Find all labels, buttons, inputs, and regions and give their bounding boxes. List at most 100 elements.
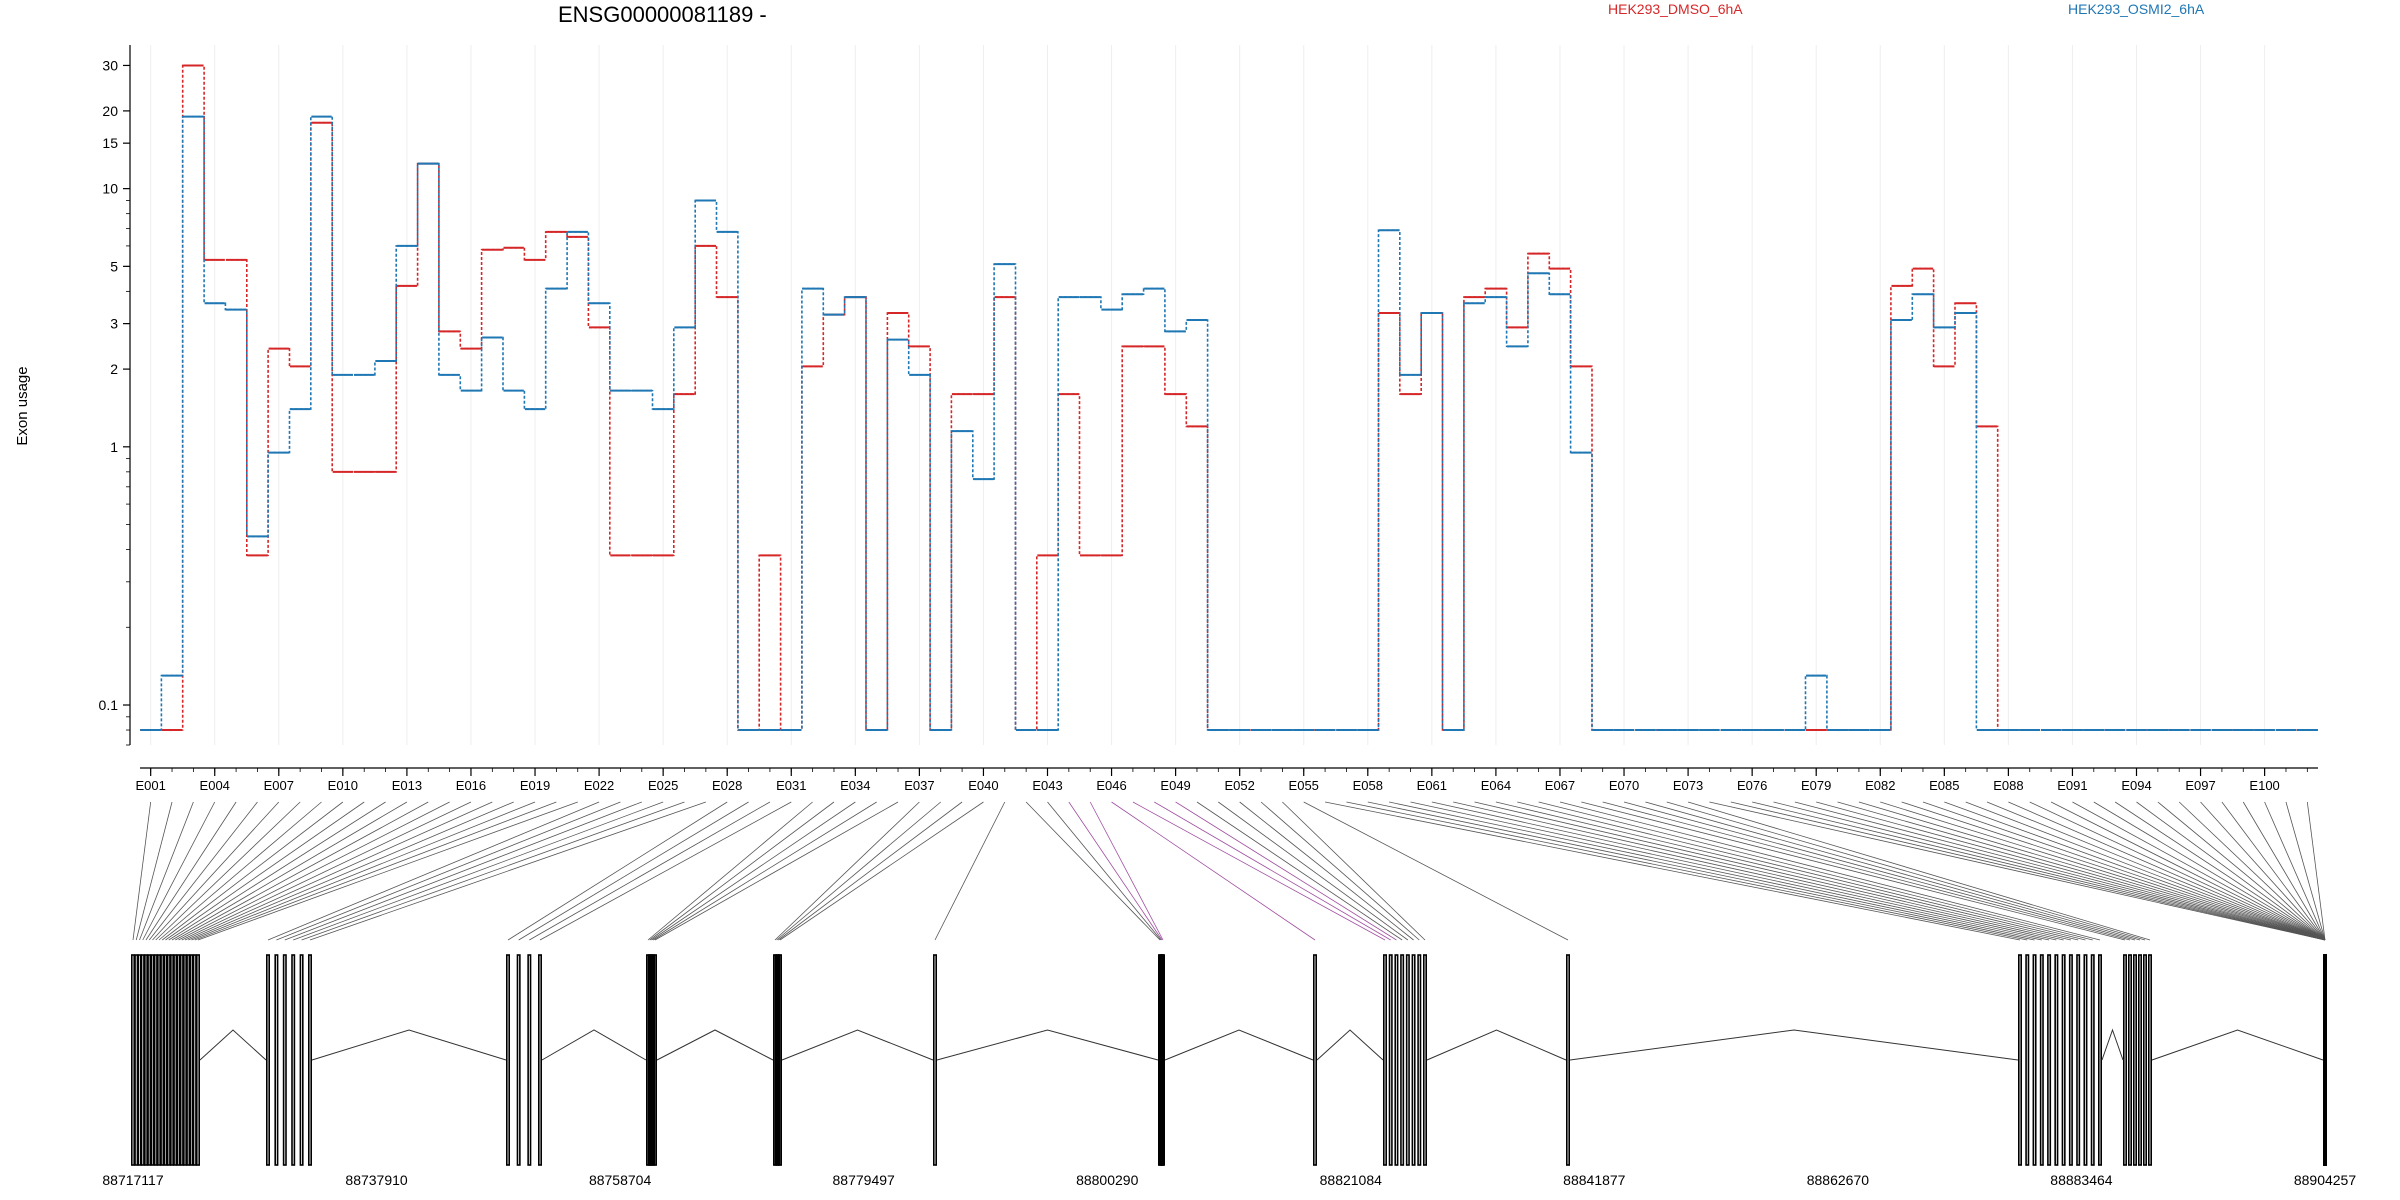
genomic-coord-label: 88758704	[589, 1172, 652, 1188]
exon-connector	[2050, 801, 2326, 941]
exon-block	[932, 954, 937, 1166]
exon-block	[192, 954, 197, 1166]
exon-connector	[2242, 801, 2326, 941]
exon-tick-label: E082	[1865, 778, 1895, 793]
exon-tick-label: E013	[392, 778, 422, 793]
exon-connector	[2306, 801, 2326, 941]
intron	[541, 1029, 647, 1061]
exon-block	[2323, 954, 2328, 1166]
intron	[199, 1029, 267, 1061]
exon-connector	[1645, 801, 2141, 941]
exon-connector	[539, 801, 792, 941]
exon-connector	[1346, 801, 2028, 941]
genomic-coord-label: 88779497	[833, 1172, 896, 1188]
exon-block	[2098, 954, 2103, 1166]
exon-connector	[168, 801, 386, 941]
exon-connector	[152, 801, 280, 941]
y-axis-label: Exon usage	[14, 366, 31, 445]
y-tick-label: 3	[110, 316, 118, 332]
exon-axis: E001 E004 E007 E010 E013 E016 E019 E022 E025 E028…	[135, 767, 2318, 793]
exon-connector	[197, 801, 578, 941]
exon-connector	[1111, 801, 1316, 941]
exon-connector	[2136, 801, 2326, 941]
exon-block	[2128, 954, 2133, 1166]
exon-tick-label: E076	[1737, 778, 1767, 793]
exon-block	[157, 954, 162, 1166]
exon-block	[170, 954, 175, 1166]
exon-block	[176, 954, 181, 1166]
exon-tick-label: E022	[584, 778, 614, 793]
y-tick-label: 1	[110, 439, 118, 455]
exon-tick-label: E055	[1289, 778, 1319, 793]
exon-block	[179, 954, 184, 1166]
exon-block	[291, 954, 296, 1166]
intron	[311, 1029, 507, 1061]
exon-block	[777, 954, 782, 1166]
exon-block	[652, 954, 657, 1166]
exon-tick-label: E073	[1673, 778, 1703, 793]
exon-connector	[1068, 801, 1163, 941]
exon-connector	[934, 801, 1006, 941]
genomic-coord-label: 88737910	[345, 1172, 408, 1188]
exon-block	[153, 954, 158, 1166]
exon-connector	[654, 801, 899, 941]
exon-block	[140, 954, 145, 1166]
exon-block	[1423, 954, 1428, 1166]
exon-block	[186, 954, 191, 1166]
y-tick-label: 2	[110, 361, 118, 377]
exon-tick-label: E007	[264, 778, 294, 793]
intron	[1316, 1029, 1384, 1061]
exon-block	[189, 954, 194, 1166]
exon-block	[1411, 954, 1416, 1166]
exon-connector	[649, 801, 835, 941]
exon-block	[527, 954, 532, 1166]
exon-block	[505, 954, 510, 1166]
exon-connector	[155, 801, 301, 941]
exon-tick-label: E049	[1160, 778, 1190, 793]
exon-tick-label: E091	[2057, 778, 2087, 793]
exon-connector	[1623, 801, 2136, 941]
exon-tick-label: E079	[1801, 778, 1831, 793]
exon-connector	[2178, 801, 2326, 941]
exon-connector	[507, 801, 728, 941]
exon-tick-label: E040	[968, 778, 998, 793]
exon-connector	[191, 801, 536, 941]
exon-connector	[1730, 801, 2326, 941]
exon-connector	[2200, 801, 2326, 941]
exon-block	[2039, 954, 2044, 1166]
exon-connector	[175, 801, 429, 941]
exon-block	[1417, 954, 1422, 1166]
exon-block	[166, 954, 171, 1166]
genomic-coord-label: 88841877	[1563, 1172, 1626, 1188]
exon-connector	[1773, 801, 2326, 941]
exon-connector	[132, 801, 152, 941]
exon-connector	[2093, 801, 2326, 941]
exon-connector	[1303, 801, 1569, 941]
intron	[1164, 1029, 1314, 1061]
exon-connector	[194, 801, 557, 941]
exon-block	[183, 954, 188, 1166]
exon-tick-label: E070	[1609, 778, 1639, 793]
exon-connector	[1474, 801, 2071, 941]
exon-block	[1161, 954, 1166, 1166]
exon-block	[147, 954, 152, 1166]
exon-connector	[1239, 801, 1414, 941]
exon-connector	[139, 801, 194, 941]
exon-connector	[1602, 801, 2131, 941]
exon-connector	[293, 801, 664, 941]
exon-connector	[1389, 801, 2042, 941]
chart-title: ENSG00000081189 -	[558, 2, 767, 27]
exon-block	[1405, 954, 1410, 1166]
exon-block	[173, 954, 178, 1166]
exon-connector	[301, 801, 685, 941]
exon-connector	[309, 801, 706, 941]
exon-connector	[162, 801, 344, 941]
exon-connector	[2221, 801, 2326, 941]
exon-block	[150, 954, 155, 1166]
exon-connector	[779, 801, 984, 941]
exon-connector	[647, 801, 813, 941]
y-tick-label: 20	[102, 103, 118, 119]
exon-block	[265, 954, 270, 1166]
exon-block	[537, 954, 542, 1166]
legend-entry-osmi2: HEK293_OSMI2_6hA	[2068, 1, 2205, 17]
